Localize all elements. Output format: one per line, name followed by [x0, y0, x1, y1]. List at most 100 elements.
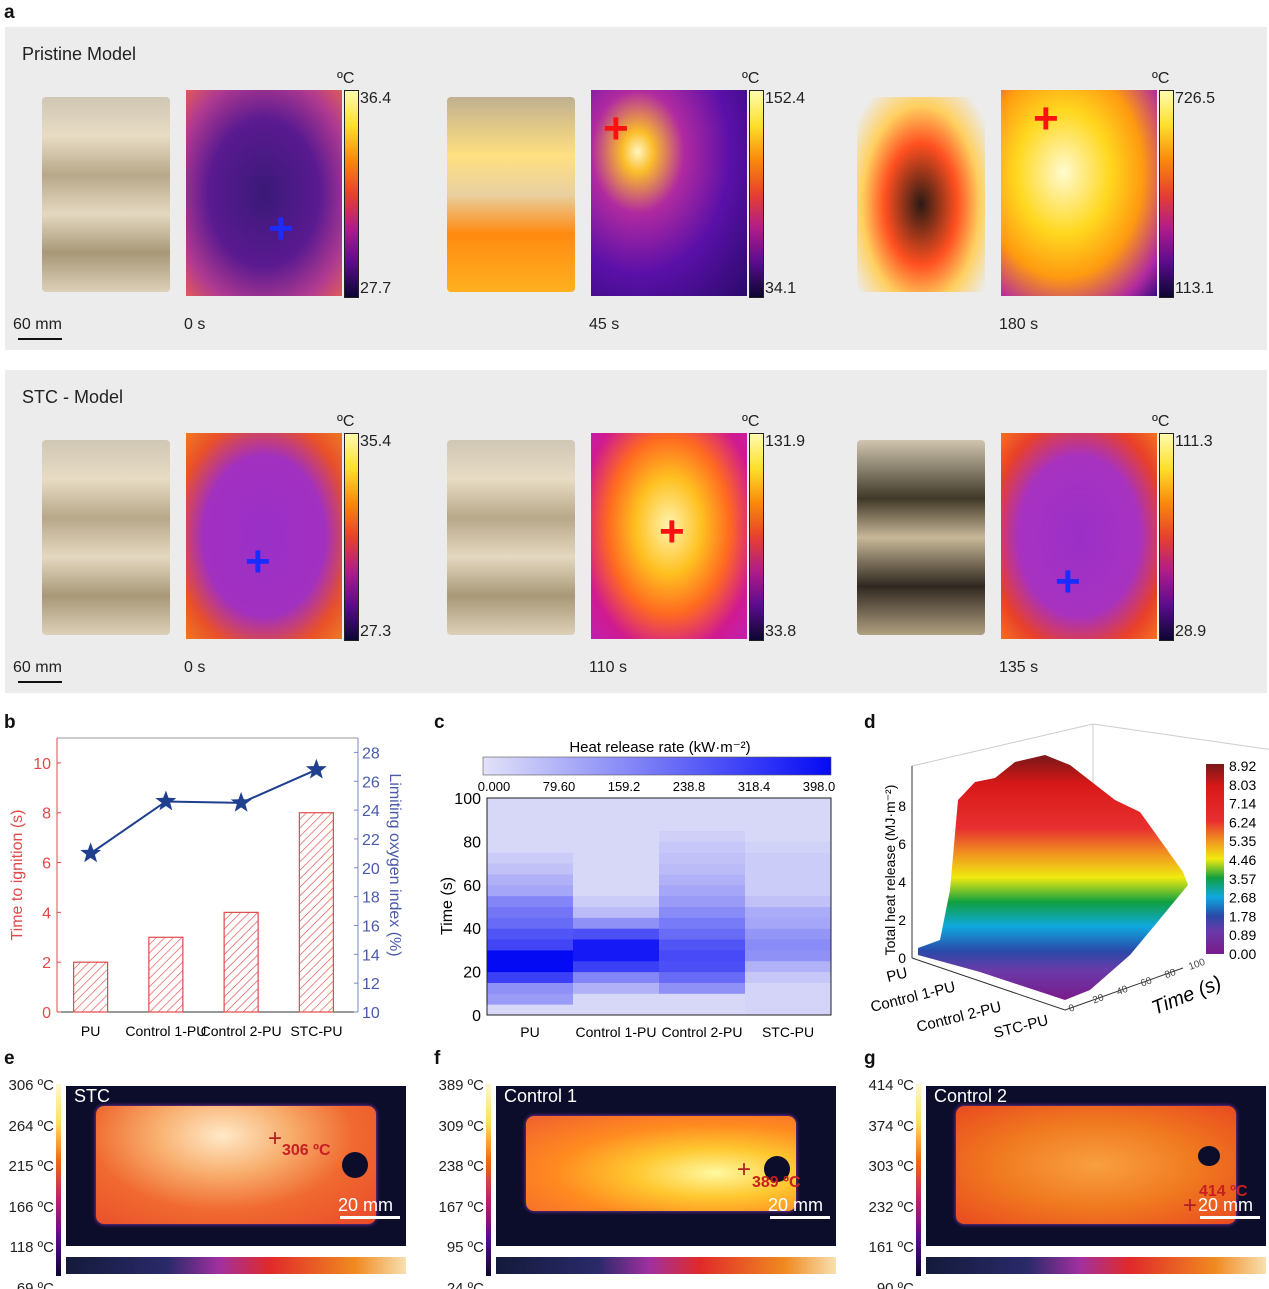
frame-time: 0 s	[184, 659, 206, 676]
row-title: STC - Model	[22, 387, 124, 407]
model-photo	[447, 97, 575, 292]
colorbar-tick-label: 0.89	[1229, 927, 1256, 943]
heatmap-cell	[745, 863, 832, 875]
y-tick-label: 2	[42, 955, 51, 972]
heatmap-cell	[745, 895, 832, 907]
frame-time: 45 s	[589, 316, 620, 333]
y2-tick-label: 16	[362, 918, 380, 935]
heatmap-cell	[487, 917, 574, 929]
heatmap-cell	[573, 906, 660, 918]
heatmap-cell	[573, 960, 660, 973]
scale-bar-label: 20 mm	[338, 1195, 394, 1215]
x-tick-label: STC-PU	[762, 1024, 814, 1040]
d-colorbar	[1206, 764, 1224, 954]
colorbar-tick-label: 398.0	[803, 779, 836, 794]
heatmap-cell	[659, 830, 746, 842]
frame-time: 0 s	[184, 316, 206, 333]
crosshair-marker: +	[1055, 557, 1081, 606]
colorbar-tick-label: 6.24	[1229, 814, 1256, 830]
temperature-colorbar	[1159, 433, 1174, 641]
y-tick-label: 40	[463, 921, 481, 938]
heatmap-cell	[487, 808, 574, 821]
time-tick-label: 20	[1091, 992, 1106, 1006]
heatmap-cell	[573, 949, 660, 962]
colorbar-tick-label: 8.03	[1229, 777, 1256, 793]
heatmap-cell	[573, 819, 660, 832]
colorbar-min: 33.8	[765, 623, 797, 640]
ir-colorbar	[56, 1084, 61, 1276]
heatmap-cell	[659, 982, 746, 994]
y2-tick-label: 20	[362, 861, 380, 878]
heatmap-cell	[745, 917, 832, 929]
scale-bar	[770, 1216, 830, 1219]
colorbar-unit: ºC	[337, 70, 355, 87]
temperature-readout: 389 ºC	[752, 1174, 801, 1191]
sample-hole	[1198, 1146, 1220, 1166]
heatmap-cell	[573, 982, 660, 994]
heatmap-cell	[487, 819, 574, 832]
heatmap-cell	[745, 841, 832, 853]
heatmap-cell	[573, 884, 660, 897]
ir-colorbar	[486, 1084, 491, 1276]
colorbar-unit: ºC	[1152, 70, 1170, 87]
x-tick-label: Control 1-PU	[125, 1023, 206, 1039]
heatmap-cell	[487, 906, 574, 918]
ir-colorbar-tick: 303 ºC	[868, 1158, 914, 1175]
crosshair-marker: +	[268, 1125, 283, 1152]
y-tick-label: 8	[42, 806, 51, 823]
frame-time: 110 s	[589, 659, 627, 676]
frame-time: 135 s	[999, 659, 1039, 676]
heatmap-cell	[745, 830, 832, 842]
heatmap-cell	[659, 798, 746, 810]
panel-g-label: g	[864, 1048, 876, 1069]
y-axis-label: Time (s)	[439, 877, 456, 935]
colorbar-tick-label: 1.78	[1229, 908, 1256, 924]
ir-colorbar-tick: 118 ºC	[9, 1239, 54, 1256]
ir-colorbar-tick: 238 ºC	[438, 1158, 484, 1175]
ir-colorbar-tick: 95 ºC	[446, 1239, 484, 1256]
heatmap-cell	[659, 873, 746, 886]
heatmap-cell	[659, 917, 746, 929]
panel-f-label: f	[434, 1048, 441, 1069]
colorbar-tick-label: 238.8	[673, 779, 706, 794]
time-axis-label: Time (s)	[1149, 972, 1225, 1020]
ir-colorbar-tick: 232 ºC	[868, 1198, 914, 1216]
loi-star-marker	[80, 842, 102, 863]
colorbar-title: Heat release rate (kW·m⁻²)	[569, 739, 750, 756]
ir-colorbar-tick: 90 ºC	[876, 1279, 914, 1289]
heatmap-cell	[573, 971, 660, 983]
ir-colorbar-tick: 264 ºC	[8, 1117, 54, 1135]
colorbar-max: 726.5	[1175, 90, 1216, 107]
heatmap-cell	[487, 895, 574, 907]
scale-bar-label: 60 mm	[13, 316, 62, 333]
time-axis	[1064, 967, 1184, 1011]
ir-title: STC	[74, 1086, 110, 1106]
heatmap-cell	[487, 863, 574, 875]
temperature-colorbar	[749, 433, 764, 641]
heatmap-cell	[745, 798, 832, 810]
scale-bar	[18, 681, 62, 683]
heatmap-cell	[487, 830, 574, 842]
colorbar-unit: ºC	[1152, 413, 1170, 430]
category-label: PU	[885, 964, 909, 986]
heatmap-cell	[573, 993, 660, 1005]
z-tick-label: 2	[898, 912, 906, 928]
x-tick-label: PU	[81, 1023, 100, 1039]
category-label: Control 1-PU	[869, 978, 957, 1015]
ignition-bar	[223, 911, 259, 1013]
model-photo	[42, 97, 170, 292]
thermal-image	[1001, 433, 1157, 639]
heatmap-cell	[659, 884, 746, 897]
y-tick-label: 10	[33, 756, 51, 773]
category-axis	[911, 957, 1066, 1011]
sample-hole	[764, 1156, 790, 1182]
scale-bar	[1200, 1216, 1260, 1219]
x-tick-label: Control 2-PU	[201, 1023, 282, 1039]
ir-thermal-image: Control 2 20 mm	[926, 1086, 1266, 1246]
loi-line	[90, 768, 317, 855]
ir-histogram-bar	[66, 1257, 406, 1274]
temperature-colorbar	[344, 90, 359, 298]
ir-colorbar-tick: 309 ºC	[438, 1117, 484, 1135]
heatmap-cell	[745, 982, 832, 994]
